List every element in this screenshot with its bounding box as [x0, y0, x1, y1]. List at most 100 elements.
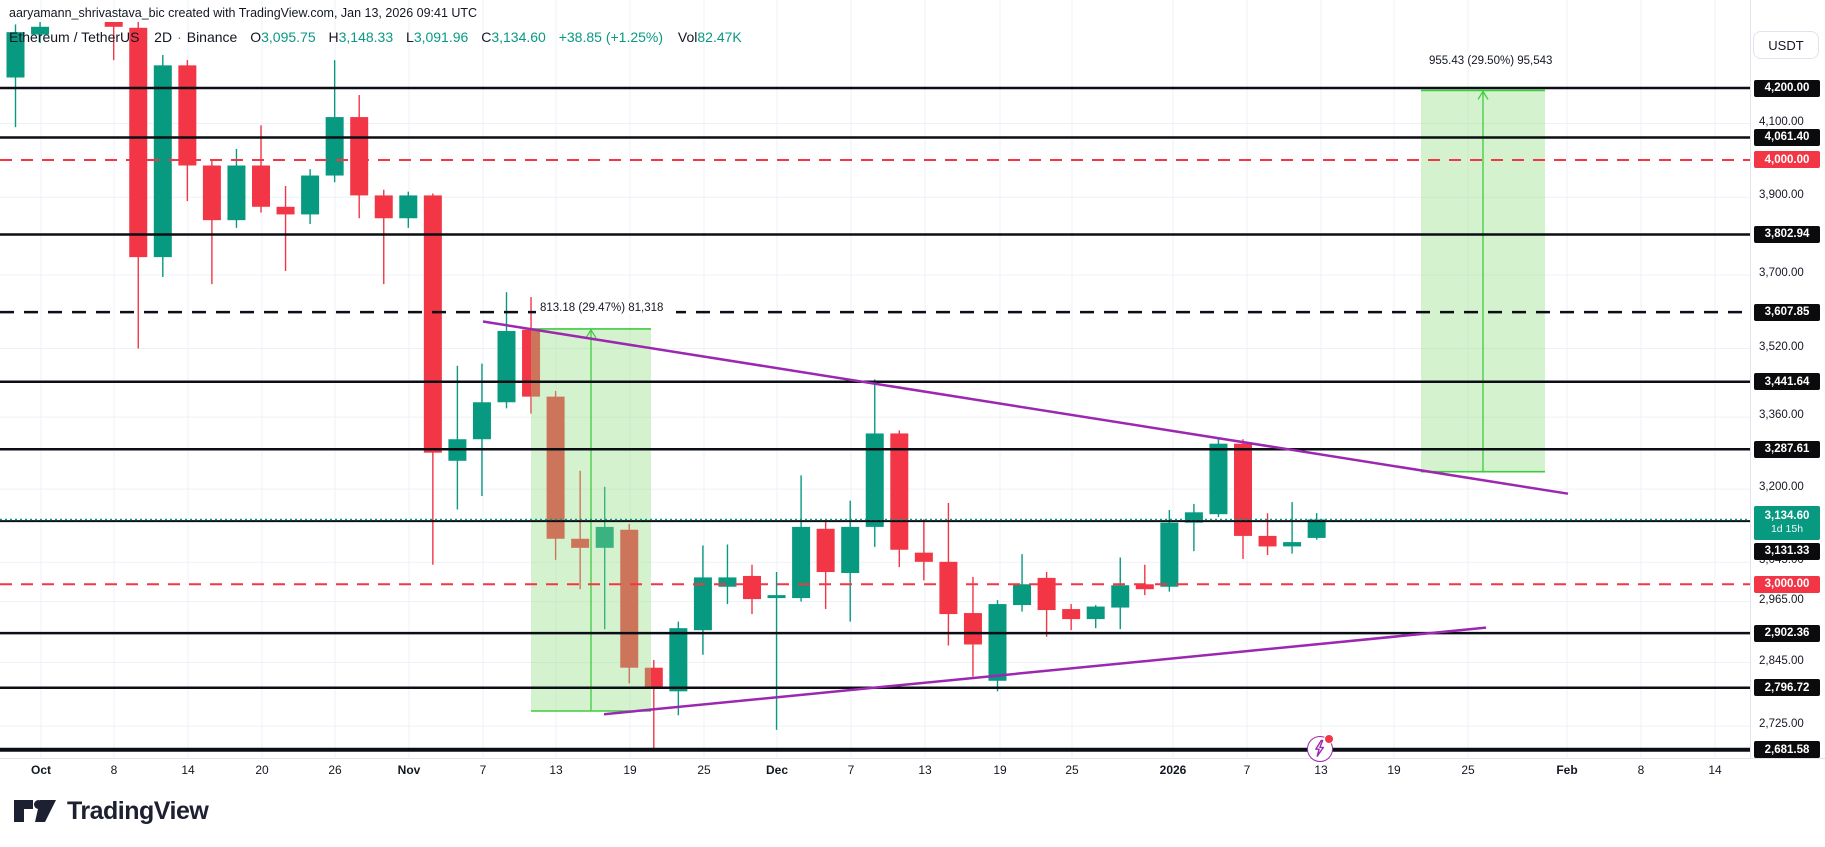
candle[interactable] [374, 189, 393, 285]
range-measurement-label: 813.18 (29.47%) 81,318 [540, 302, 663, 314]
candle[interactable] [816, 519, 835, 610]
time-tick-label: 7 [479, 763, 487, 777]
price-tick-label: 2,845.00 [1759, 654, 1804, 667]
candle[interactable] [1135, 564, 1154, 596]
volume-label: Vol [677, 29, 698, 45]
candle[interactable] [129, 19, 148, 349]
candle[interactable] [31, 21, 50, 44]
time-axis[interactable]: Oct 8 14 20 26 Nov 7 13 19 25 Dec 7 13 19 25 2026 7 13 19 2… [0, 758, 1825, 784]
price-level-badge[interactable]: 2,902.36 [1754, 624, 1820, 642]
trendline[interactable] [482, 320, 1569, 495]
candlestick-chart-canvas[interactable]: 813.18 (29.47%) 81,318 955.43 (29.50%) 95… [0, 0, 1750, 758]
candle[interactable] [865, 379, 884, 547]
candle[interactable] [252, 125, 270, 213]
candle[interactable] [571, 470, 590, 590]
time-tick-label: 8 [110, 763, 118, 777]
candle[interactable] [104, 3, 123, 61]
time-tick-label: 20 [255, 763, 269, 777]
current-price-badge[interactable]: 3,134.60 1d 15h [1754, 505, 1820, 540]
time-tick-label: 19 [623, 763, 637, 777]
candle[interactable] [178, 60, 197, 202]
candle[interactable] [1184, 503, 1203, 552]
price-level-badge[interactable]: 3,607.85 [1754, 303, 1820, 321]
candle[interactable] [1013, 554, 1032, 612]
price-level-badge[interactable]: 3,441.64 [1754, 373, 1820, 391]
candle[interactable] [792, 475, 811, 602]
candle[interactable] [1234, 439, 1252, 559]
price-level-badge[interactable]: 2,681.58 [1754, 741, 1820, 759]
candle[interactable] [669, 621, 688, 716]
candle[interactable] [1111, 557, 1130, 630]
attribution-text: aaryamann_shrivastava_bic created with T… [9, 6, 478, 20]
candle[interactable] [448, 365, 467, 510]
price-level-badge[interactable]: 3,000.00 [1754, 575, 1820, 593]
candle[interactable] [423, 193, 442, 565]
price-level-badge[interactable]: 3,802.94 [1754, 225, 1820, 243]
horizontal-levels[interactable] [0, 86, 1750, 752]
time-tick-label: 8 [1637, 763, 1645, 777]
high-value: 3,148.33 [338, 29, 394, 45]
candle[interactable] [988, 600, 1007, 692]
trendlines[interactable] [482, 320, 1569, 716]
candle[interactable] [939, 502, 958, 646]
time-tick-label: Feb [1556, 763, 1578, 777]
time-tick-label: 25 [697, 763, 711, 777]
price-tick-label: 4,100.00 [1759, 115, 1804, 128]
time-tick-label: 25 [1461, 763, 1475, 777]
candle[interactable] [497, 292, 516, 409]
candle[interactable] [743, 564, 761, 615]
interval-label[interactable]: 2D [154, 29, 173, 45]
candle[interactable] [1086, 605, 1105, 629]
candle[interactable] [153, 55, 172, 277]
candle[interactable] [399, 191, 418, 228]
candle[interactable] [718, 544, 737, 605]
candle[interactable] [595, 486, 614, 630]
currency-toggle-button[interactable]: USDT [1753, 31, 1819, 59]
price-level-badge[interactable]: 3,287.61 [1754, 440, 1820, 458]
time-tick-label: 19 [1387, 763, 1401, 777]
price-level-badge[interactable]: 3,131.33 [1754, 542, 1820, 560]
symbol-name[interactable]: Ethereum / TetherUS [9, 29, 140, 45]
candle[interactable] [546, 391, 565, 560]
candle[interactable] [325, 60, 344, 183]
candle[interactable] [890, 430, 909, 568]
time-tick-label: 14 [181, 763, 195, 777]
events-lightning-icon[interactable] [1307, 734, 1334, 762]
price-range-box[interactable] [1421, 89, 1545, 473]
candle[interactable] [6, 24, 25, 128]
candle[interactable] [276, 186, 295, 271]
candle[interactable] [1037, 572, 1056, 637]
candle[interactable] [1160, 509, 1179, 592]
open-label: O [250, 29, 262, 45]
price-level-badge[interactable]: 4,200.00 [1754, 79, 1820, 97]
chart-legend[interactable]: Ethereum / TetherUS · 2D · Binance O3,095.75… [9, 29, 742, 45]
trendline[interactable] [603, 626, 1487, 716]
candle[interactable] [202, 159, 221, 285]
volume-value: 82.47K [697, 29, 742, 45]
exchange-label[interactable]: Binance [186, 29, 238, 45]
candle[interactable] [963, 576, 982, 677]
candle[interactable] [1307, 513, 1326, 540]
price-level-badge[interactable]: 2,796.72 [1754, 679, 1820, 697]
candle[interactable] [767, 572, 786, 730]
price-tick-label: 3,360.00 [1759, 409, 1804, 422]
candle[interactable] [1062, 604, 1081, 631]
candle[interactable] [301, 169, 320, 225]
candle[interactable] [350, 95, 369, 219]
candle[interactable] [693, 545, 712, 655]
candle[interactable] [522, 297, 541, 414]
projection-boxes[interactable] [531, 89, 1545, 712]
notification-dot [1324, 734, 1334, 744]
candles-layer[interactable] [6, 0, 1326, 751]
candle[interactable] [1283, 502, 1302, 554]
tradingview-logo[interactable]: TradingView [13, 795, 209, 827]
price-level-badge[interactable]: 4,061.40 [1754, 128, 1820, 146]
candle[interactable] [914, 519, 933, 581]
price-axis[interactable]: 4,100.00 3,900.00 3,700.00 3,520.00 3,360.00… [1750, 0, 1825, 759]
candle[interactable] [227, 148, 246, 228]
candle[interactable] [1209, 437, 1228, 517]
range-measurement-label: 955.43 (29.50%) 95,543 [1429, 55, 1552, 67]
candle[interactable] [644, 659, 663, 751]
candle[interactable] [472, 363, 491, 497]
price-level-badge[interactable]: 4,000.00 [1754, 151, 1820, 169]
